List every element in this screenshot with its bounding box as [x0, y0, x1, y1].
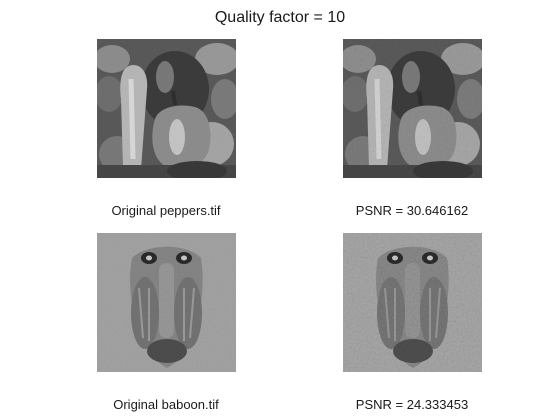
figure-title: Quality factor = 10	[214, 9, 346, 26]
peppers-compressed-image	[343, 39, 482, 178]
baboon-compressed-image	[343, 233, 482, 372]
baboon-original-image	[97, 233, 236, 372]
peppers-psnr-caption: PSNR = 30.646162	[355, 203, 469, 218]
baboon-psnr-caption: PSNR = 24.333453	[355, 397, 469, 412]
baboon-original-caption: Original baboon.tif	[113, 397, 219, 412]
peppers-original-image	[97, 39, 236, 178]
peppers-original-caption: Original peppers.tif	[111, 203, 221, 218]
